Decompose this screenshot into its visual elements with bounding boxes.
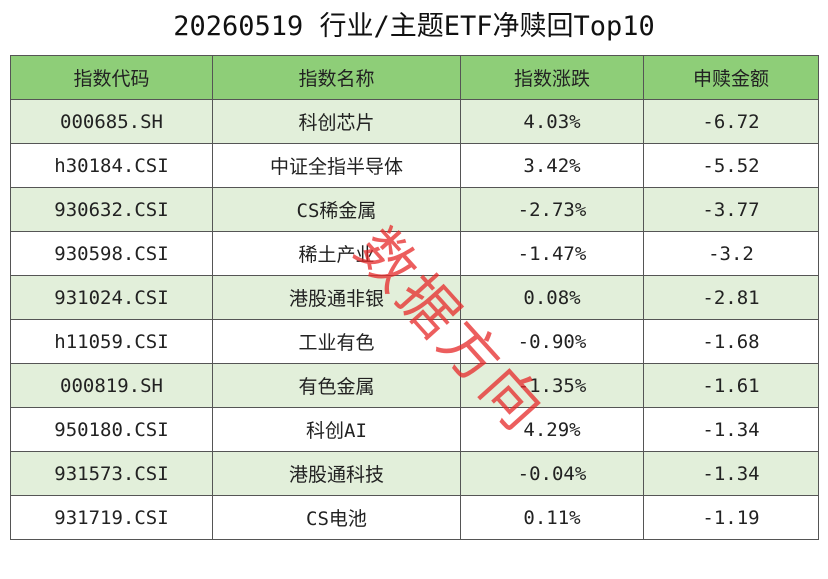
cell: -1.19 — [643, 495, 819, 540]
cell: 000819.SH — [10, 363, 213, 408]
cell: 930632.CSI — [10, 187, 213, 232]
column-header: 指数涨跌 — [460, 55, 644, 100]
cell: -1.35% — [460, 363, 644, 408]
cell: 950180.CSI — [10, 407, 213, 452]
cell: 000685.SH — [10, 99, 213, 144]
cell: 931024.CSI — [10, 275, 213, 320]
cell: -0.04% — [460, 451, 644, 496]
cell: 科创AI — [212, 407, 461, 452]
cell: 0.11% — [460, 495, 644, 540]
column-header: 申赎金额 — [643, 55, 819, 100]
table-row: 930598.CSI 稀土产业 -1.47% -3.2 — [10, 231, 819, 276]
cell: -3.2 — [643, 231, 819, 276]
table-row: 000819.SH 有色金属 -1.35% -1.61 — [10, 363, 819, 408]
cell: -1.61 — [643, 363, 819, 408]
table-row: h11059.CSI 工业有色 -0.90% -1.68 — [10, 319, 819, 364]
cell: 930598.CSI — [10, 231, 213, 276]
cell: -1.68 — [643, 319, 819, 364]
table-row: 931024.CSI 港股通非银 0.08% -2.81 — [10, 275, 819, 320]
cell: -0.90% — [460, 319, 644, 364]
column-header: 指数名称 — [212, 55, 461, 100]
cell: CS电池 — [212, 495, 461, 540]
cell: 4.29% — [460, 407, 644, 452]
cell: -5.52 — [643, 143, 819, 188]
cell: -1.34 — [643, 407, 819, 452]
cell: 稀土产业 — [212, 231, 461, 276]
table-row: 930632.CSI CS稀金属 -2.73% -3.77 — [10, 187, 819, 232]
table-row: 931573.CSI 港股通科技 -0.04% -1.34 — [10, 451, 819, 496]
cell: 0.08% — [460, 275, 644, 320]
table-row: h30184.CSI 中证全指半导体 3.42% -5.52 — [10, 143, 819, 188]
table-body: 000685.SH 科创芯片 4.03% -6.72 h30184.CSI 中证全指半导体… — [10, 99, 819, 540]
table: 指数代码 指数名称 指数涨跌 申赎金额 000685.SH 科创芯片 4.03% -6.72… — [10, 55, 819, 540]
cell: 工业有色 — [212, 319, 461, 364]
cell: 3.42% — [460, 143, 644, 188]
cell: 港股通非银 — [212, 275, 461, 320]
table-row: 000685.SH 科创芯片 4.03% -6.72 — [10, 99, 819, 144]
title: 20260519 行业/主题ETF净赎回Top10 — [173, 11, 655, 42]
cell: -1.34 — [643, 451, 819, 496]
cell: 931719.CSI — [10, 495, 213, 540]
cell: -2.73% — [460, 187, 644, 232]
cell: 4.03% — [460, 99, 644, 144]
cell: h30184.CSI — [10, 143, 213, 188]
cell: 931573.CSI — [10, 451, 213, 496]
header-row: 指数代码 指数名称 指数涨跌 申赎金额 — [10, 55, 819, 100]
cell: h11059.CSI — [10, 319, 213, 364]
cell: -3.77 — [643, 187, 819, 232]
cell: -2.81 — [643, 275, 819, 320]
column-header: 指数代码 — [10, 55, 213, 100]
cell: -1.47% — [460, 231, 644, 276]
cell: 有色金属 — [212, 363, 461, 408]
cell: -6.72 — [643, 99, 819, 144]
table-row: 931719.CSI CS电池 0.11% -1.19 — [10, 495, 819, 540]
cell: CS稀金属 — [212, 187, 461, 232]
cell: 港股通科技 — [212, 451, 461, 496]
cell: 科创芯片 — [212, 99, 461, 144]
table-row: 950180.CSI 科创AI 4.29% -1.34 — [10, 407, 819, 452]
cell: 中证全指半导体 — [212, 143, 461, 188]
